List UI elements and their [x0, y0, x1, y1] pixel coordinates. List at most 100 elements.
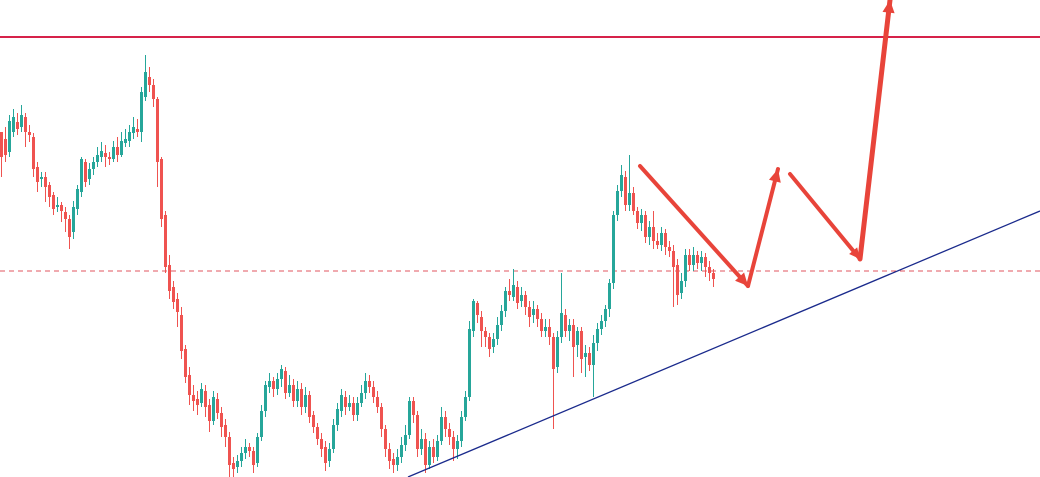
bullish-candle — [660, 227, 663, 251]
candle-body — [308, 395, 311, 417]
bullish-candle — [76, 185, 79, 215]
bearish-candle — [352, 397, 355, 421]
projection-leg-up-1 — [746, 167, 780, 288]
bullish-candle — [396, 449, 399, 471]
candle-body — [344, 397, 347, 407]
candle-body — [384, 429, 387, 449]
bearish-candle — [712, 269, 715, 287]
bullish-candle — [264, 381, 267, 417]
candle-body — [404, 435, 407, 445]
candle-body — [504, 291, 507, 311]
bullish-candle — [560, 273, 563, 343]
bearish-candle — [708, 261, 711, 281]
candle-body — [20, 115, 23, 127]
candle-body — [496, 325, 499, 339]
candle-body — [600, 321, 603, 329]
bearish-candle — [232, 457, 235, 477]
bearish-candle — [148, 67, 151, 92]
candle-body — [164, 215, 167, 267]
bullish-candle — [328, 443, 331, 467]
candle-body — [680, 281, 683, 293]
candle-body — [248, 447, 251, 451]
candle-body — [604, 309, 607, 321]
candle-body — [396, 457, 399, 465]
candle-body — [552, 337, 555, 369]
bullish-candle — [124, 129, 127, 147]
bullish-candle — [260, 405, 263, 441]
candle-body — [544, 327, 547, 331]
candle-body — [256, 437, 259, 463]
candle-body — [312, 415, 315, 427]
candle-body — [296, 389, 299, 401]
candle-body — [564, 315, 567, 331]
candle-body — [644, 215, 647, 237]
candle-body — [428, 447, 431, 465]
bearish-candle — [672, 245, 675, 307]
candle-body — [412, 401, 415, 415]
bullish-candle — [132, 117, 135, 139]
bearish-candle — [368, 375, 371, 393]
candle-body — [616, 191, 619, 215]
candle-body — [608, 283, 611, 309]
candle-body — [272, 381, 275, 389]
bullish-candle — [80, 157, 83, 197]
candle-body — [292, 385, 295, 401]
bullish-candle — [128, 125, 131, 147]
bearish-candle — [316, 423, 319, 445]
candle-body — [676, 265, 679, 295]
bullish-candle — [556, 331, 559, 373]
bearish-candle — [116, 137, 119, 162]
bullish-candle — [612, 211, 615, 289]
bearish-candle — [656, 233, 659, 249]
bearish-candle — [68, 215, 71, 249]
bullish-candle — [460, 411, 463, 447]
bearish-candle — [376, 391, 379, 413]
candle-body — [580, 331, 583, 359]
candle-body — [584, 353, 587, 357]
candle-body — [320, 439, 323, 449]
candle-body — [336, 409, 339, 425]
bullish-candle — [648, 221, 651, 245]
candle-body — [112, 147, 115, 159]
candle-body — [56, 205, 59, 207]
candle-body — [672, 251, 675, 267]
candle-body — [316, 427, 319, 439]
bullish-candle — [400, 437, 403, 463]
bearish-candle — [108, 152, 111, 165]
candle-body — [620, 175, 623, 191]
candle-body — [660, 233, 663, 245]
bullish-candle — [296, 381, 299, 407]
bullish-candle — [120, 132, 123, 157]
candle-body — [340, 395, 343, 411]
candle-body — [268, 381, 271, 387]
bearish-candle — [548, 319, 551, 345]
candle-body — [68, 219, 71, 237]
candle-body — [420, 439, 423, 449]
candle-body — [484, 331, 487, 337]
bullish-candle — [140, 87, 143, 142]
bearish-candle — [448, 423, 451, 445]
candle-body — [264, 385, 267, 411]
bullish-candle — [332, 419, 335, 453]
candle-body — [380, 407, 383, 429]
candle-body — [708, 267, 711, 273]
candle-body — [244, 447, 247, 453]
candle-body — [236, 461, 239, 467]
candle-body — [568, 325, 571, 331]
bullish-candle — [20, 105, 23, 132]
candle-body — [664, 233, 667, 247]
candle-body — [100, 151, 103, 157]
candle-body — [304, 395, 307, 407]
candle-body — [40, 177, 43, 179]
bearish-candle — [664, 229, 667, 255]
bearish-candle — [308, 391, 311, 423]
bullish-candle — [304, 387, 307, 413]
bullish-candle — [504, 287, 507, 317]
candle-body — [116, 147, 119, 155]
bearish-candle — [632, 187, 635, 215]
bearish-candle — [60, 202, 63, 222]
candle-body — [32, 137, 35, 169]
candle-body — [556, 337, 559, 367]
candle-body — [208, 405, 211, 421]
